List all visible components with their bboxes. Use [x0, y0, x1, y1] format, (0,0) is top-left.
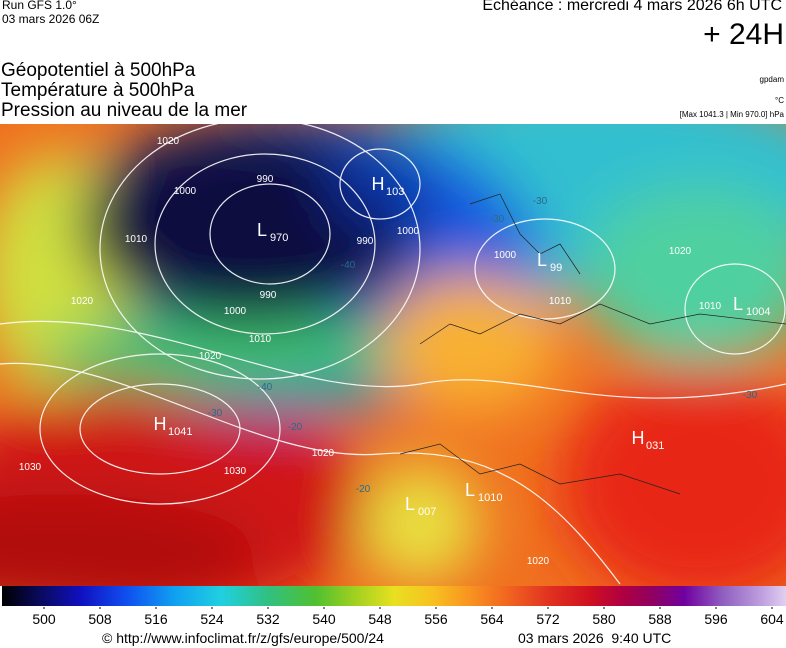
- temperature-label: -20: [288, 422, 303, 433]
- isobar-label: 1020: [527, 556, 550, 567]
- center-symbol: L: [465, 480, 475, 500]
- isobar-label: 1000: [494, 250, 517, 261]
- center-value: 970: [270, 232, 288, 244]
- isobar-label: 1020: [199, 351, 222, 362]
- center-symbol: L: [733, 294, 743, 314]
- run-date: 03 mars 2026 06Z: [2, 12, 100, 26]
- unit: gpdam: [759, 75, 784, 84]
- isobar-label: 1000: [397, 226, 420, 237]
- isobar-label: 1000: [224, 306, 247, 317]
- footer-url: © http://www.infoclimat.fr/z/gfs/europe/…: [102, 630, 384, 646]
- colorbar-label: 500: [32, 611, 56, 627]
- unit: [Max 1041.3 | Min 970.0] hPa: [679, 110, 784, 119]
- center-value: 1004: [746, 306, 770, 318]
- isobar-label: 1020: [312, 448, 335, 459]
- colorbar-label: 604: [760, 611, 784, 627]
- temperature-label: -20: [356, 484, 371, 495]
- temperature-label: -30: [208, 408, 223, 419]
- field: [0, 124, 786, 586]
- center-value: 031: [646, 440, 664, 452]
- temperature-label: -40: [341, 260, 356, 271]
- isobar-label: 1010: [699, 301, 722, 312]
- isobar-label: 990: [257, 174, 274, 185]
- lead-time: + 24H: [703, 18, 784, 51]
- isobar-label: 1010: [549, 296, 572, 307]
- isobar-label: 1000: [174, 186, 197, 197]
- center-symbol: L: [537, 250, 547, 270]
- center-value: 103: [386, 186, 404, 198]
- colorbar-label: 580: [592, 611, 616, 627]
- colorbar-label: 548: [368, 611, 392, 627]
- colorbar-label: 516: [144, 611, 168, 627]
- colorbar-label: 564: [480, 611, 504, 627]
- temperature-label: -30: [490, 214, 505, 225]
- colorbar-label: 524: [200, 611, 224, 627]
- center-value: 1010: [478, 492, 502, 504]
- isobar-label: 1030: [19, 462, 42, 473]
- title: Pression au niveau de la mer: [1, 100, 248, 121]
- isobar-label: 990: [357, 236, 374, 247]
- isobar-label: 990: [260, 290, 277, 301]
- isobar-label: 1020: [669, 246, 692, 257]
- isobar-label: 1010: [249, 334, 272, 345]
- isobar-label: 1020: [71, 296, 94, 307]
- colorbar-label: 540: [312, 611, 336, 627]
- colorbar-label: 532: [256, 611, 280, 627]
- center-value: 99: [550, 262, 562, 274]
- center-value: 1041: [168, 426, 192, 438]
- center-symbol: H: [372, 174, 385, 194]
- isobar-label: 1020: [157, 136, 180, 147]
- temperature-label: -30: [743, 390, 758, 401]
- unit: °C: [775, 96, 784, 105]
- isobar-label: 1030: [224, 466, 247, 477]
- colorbar-label: 508: [88, 611, 112, 627]
- center-symbol: H: [154, 414, 167, 434]
- colorbar: [2, 586, 786, 606]
- center-symbol: L: [405, 494, 415, 514]
- title: Géopotentiel à 500hPa: [1, 60, 196, 81]
- temperature-label: -40: [258, 382, 273, 393]
- colorbar-labels: 500 508 516 524 532 540 548 556 564 572 580 588 596 6…: [32, 607, 784, 627]
- run-label: Run GFS 1.0°: [2, 0, 77, 12]
- colorbar-label: 588: [648, 611, 672, 627]
- temperature-label: -30: [533, 196, 548, 207]
- center-symbol: H: [632, 428, 645, 448]
- colorbar-label: 596: [704, 611, 728, 627]
- title: Température à 500hPa: [1, 80, 195, 101]
- footer-timestamp: 03 mars 2026 9:40 UTC: [518, 630, 672, 646]
- colorbar-label: 572: [536, 611, 560, 627]
- colorbar-label: 556: [424, 611, 448, 627]
- echeance: Echéance : mercredi 4 mars 2026 6h UTC: [482, 0, 782, 14]
- center-symbol: L: [257, 220, 267, 240]
- center-value: 007: [418, 506, 436, 518]
- isobar-label: 1010: [125, 234, 148, 245]
